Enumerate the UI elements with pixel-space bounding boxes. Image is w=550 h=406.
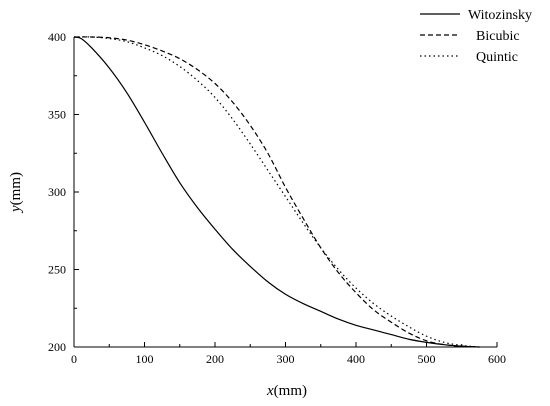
y-tick-label: 400 bbox=[48, 30, 66, 44]
y-tick-label: 300 bbox=[48, 185, 66, 199]
x-tick-label: 300 bbox=[277, 352, 295, 366]
x-tick-label: 0 bbox=[71, 352, 77, 366]
y-axis-title-var: y bbox=[8, 205, 24, 214]
series-line-quintic bbox=[73, 36, 480, 348]
y-axis-title-unit: (mm) bbox=[8, 172, 24, 205]
x-axis-title-var: x bbox=[266, 383, 274, 399]
legend-label-bicubic: Bicubic bbox=[476, 29, 520, 44]
x-tick-label: 400 bbox=[347, 352, 365, 366]
x-tick-label: 100 bbox=[136, 352, 154, 366]
legend-label-witozinsky: Witozinsky bbox=[468, 8, 532, 23]
y-axis-title: y(mm) bbox=[8, 172, 24, 214]
series-line-bicubic bbox=[73, 36, 480, 348]
legend: Witozinsky Bicubic Quintic bbox=[420, 8, 532, 65]
tick-group: 0 100 200 300 400 500 600 200 250 300 350 400 bbox=[48, 30, 506, 366]
x-tick-label: 200 bbox=[206, 352, 224, 366]
x-tick-label: 600 bbox=[488, 352, 506, 366]
series-line-witozinsky bbox=[73, 36, 480, 348]
series-group bbox=[73, 36, 480, 348]
y-tick-label: 200 bbox=[48, 340, 66, 354]
y-tick-label: 250 bbox=[48, 263, 66, 277]
x-axis-title: x(mm) bbox=[266, 383, 307, 399]
y-tick-label: 350 bbox=[48, 108, 66, 122]
x-tick-label: 500 bbox=[418, 352, 436, 366]
legend-label-quintic: Quintic bbox=[476, 50, 518, 65]
x-axis-title-unit: (mm) bbox=[274, 383, 307, 399]
